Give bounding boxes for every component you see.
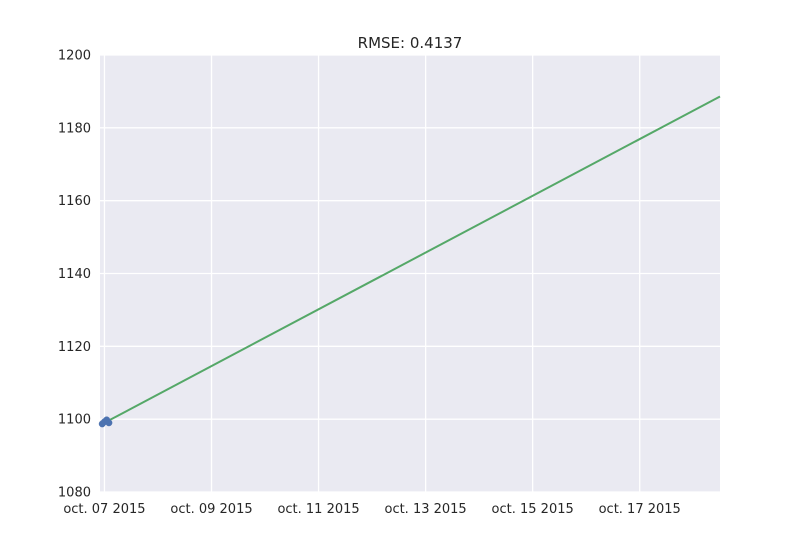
scatter-point — [105, 419, 113, 427]
grid-lines — [100, 54, 720, 493]
x-tick-label: oct. 11 2015 — [277, 502, 359, 517]
y-tick-label: 1180 — [58, 121, 91, 136]
series-layer — [98, 95, 721, 428]
y-tick-label: 1200 — [58, 49, 91, 64]
x-tick-label: oct. 09 2015 — [170, 502, 252, 517]
y-tick-label: 1080 — [58, 486, 91, 501]
y-tick-label: 1120 — [58, 340, 91, 355]
y-tick-label: 1140 — [58, 267, 91, 282]
x-tick-label: oct. 13 2015 — [384, 502, 466, 517]
x-tick-labels: oct. 07 2015 oct. 09 2015 oct. 11 2015 oct.… — [63, 502, 680, 517]
y-tick-label: 1160 — [58, 194, 91, 209]
y-tick-labels: 1080 1100 1120 1140 1160 1180 1200 — [58, 49, 91, 501]
chart-title: RMSE: 0.4137 — [358, 34, 463, 52]
x-tick-label: oct. 07 2015 — [63, 502, 145, 517]
x-tick-label: oct. 15 2015 — [492, 502, 574, 517]
x-tick-label: oct. 17 2015 — [599, 502, 681, 517]
series-line — [104, 95, 721, 424]
y-tick-label: 1100 — [58, 413, 91, 428]
